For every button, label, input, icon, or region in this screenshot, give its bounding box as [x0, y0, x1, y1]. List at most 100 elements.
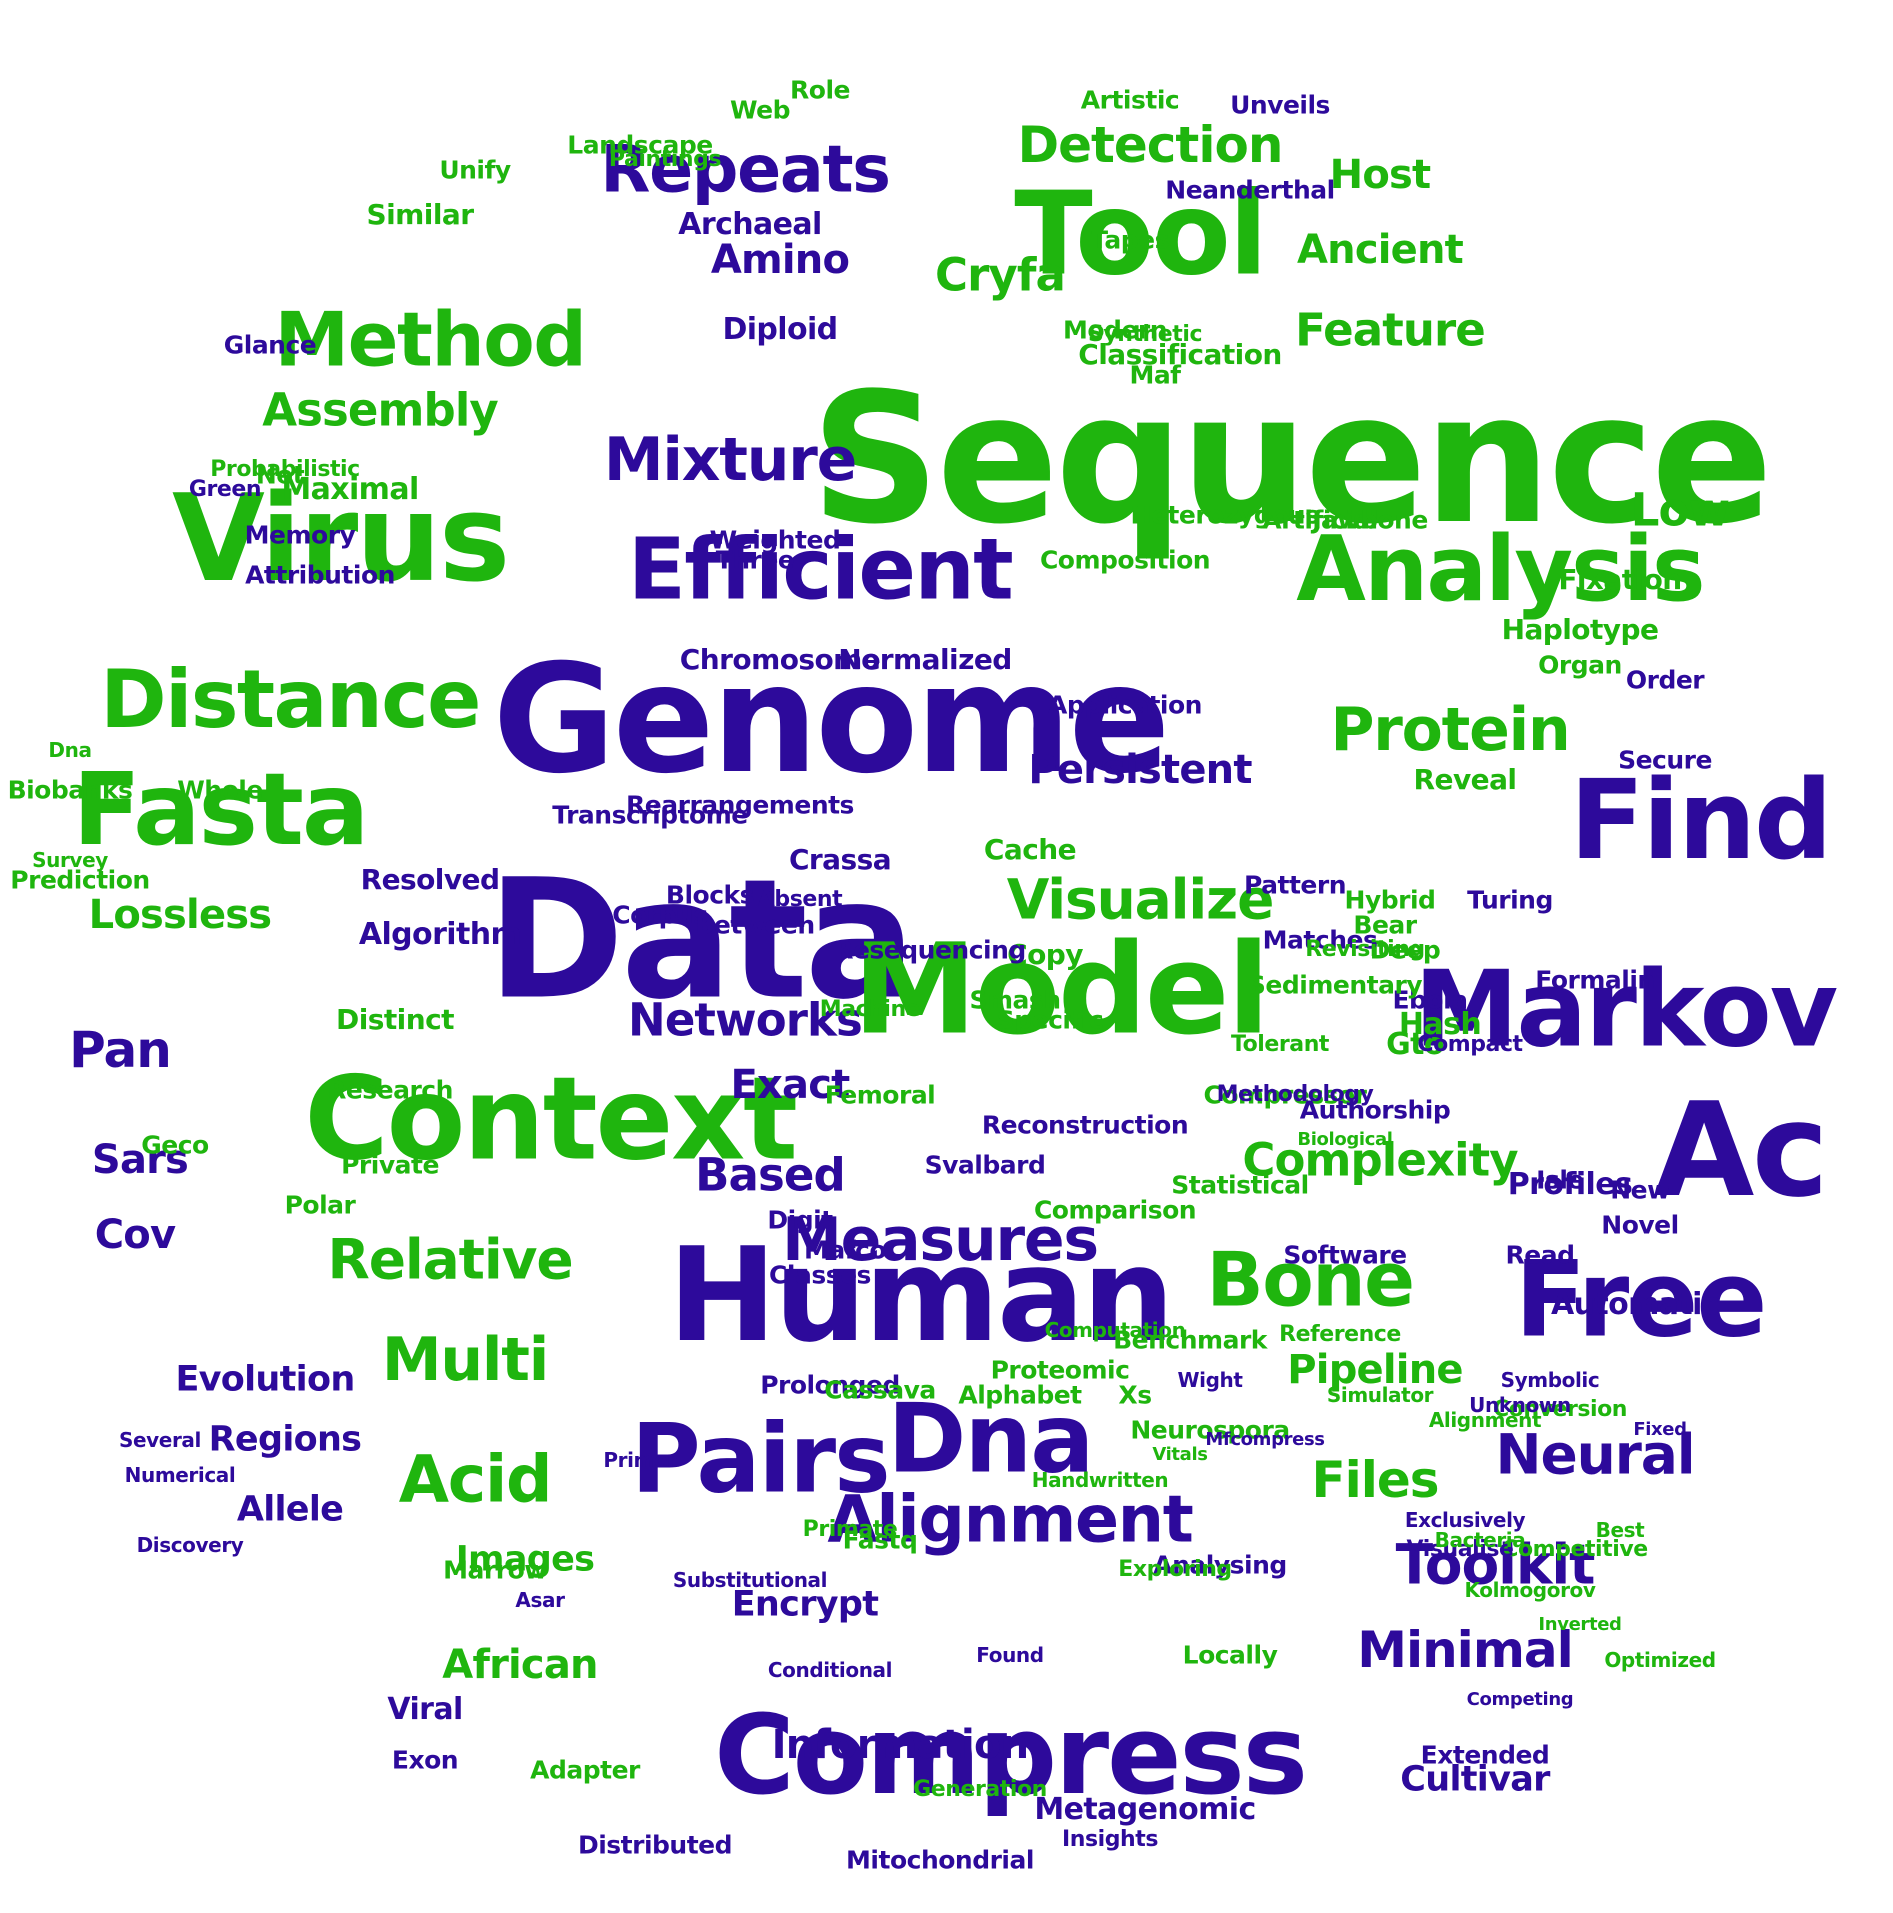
- cloud-word: Pipeline: [1287, 1347, 1463, 1393]
- cloud-word: Repeats: [600, 132, 891, 208]
- cloud-word: Pattern: [1243, 870, 1347, 900]
- cloud-word: Weighted: [709, 525, 841, 555]
- cloud-word: Cache: [983, 833, 1077, 866]
- cloud-word: Human: [667, 1219, 1175, 1371]
- cloud-word: Between: [695, 910, 815, 940]
- cloud-word: Artificial: [1262, 505, 1378, 535]
- cloud-word: Competing: [1466, 1689, 1574, 1710]
- cloud-word: Complexity: [1242, 1133, 1518, 1187]
- cloud-word: Private: [341, 1150, 439, 1180]
- cloud-word: Prolonged: [760, 1370, 900, 1400]
- cloud-word: Exon: [391, 1745, 459, 1775]
- cloud-word: Glance: [223, 330, 317, 360]
- cloud-word: Artistic: [1080, 85, 1180, 115]
- cloud-word: Images: [455, 1539, 595, 1580]
- cloud-word: Svalbard: [924, 1150, 1046, 1180]
- cloud-word: Rearrangements: [626, 790, 854, 820]
- cloud-word: Ac: [1653, 1074, 1829, 1226]
- cloud-word: Deep: [1369, 935, 1441, 965]
- cloud-word: Allele: [236, 1489, 344, 1530]
- cloud-word: Conditional: [767, 1658, 893, 1682]
- cloud-word: Encrypt: [731, 1584, 879, 1625]
- cloud-word: Crassa: [788, 843, 892, 876]
- cloud-word: Lossless: [88, 892, 272, 938]
- cloud-word: Bone: [1206, 1235, 1415, 1324]
- cloud-word: Statistical: [1171, 1170, 1309, 1200]
- cloud-word: Proteomic: [990, 1355, 1130, 1385]
- cloud-word: Handwritten: [1031, 1468, 1169, 1492]
- cloud-word: Discovery: [136, 1533, 244, 1557]
- cloud-word: Cultivar: [1400, 1759, 1550, 1800]
- cloud-word: Whole: [177, 775, 263, 805]
- cloud-word: Tool: [1014, 167, 1268, 302]
- cloud-word: Neurospora: [1130, 1415, 1290, 1445]
- cloud-word: Model: [852, 917, 1270, 1063]
- cloud-word: Comparison: [1033, 1195, 1197, 1225]
- cloud-word: Web: [729, 95, 791, 125]
- cloud-word: Extended: [1420, 1740, 1550, 1770]
- cloud-word: Analysing: [1153, 1550, 1287, 1580]
- cloud-word: Cov: [94, 1212, 176, 1258]
- cloud-word: Dna: [887, 1384, 1095, 1495]
- cloud-word: Adapter: [530, 1755, 640, 1785]
- cloud-word: Cryfa: [935, 248, 1066, 302]
- cloud-word: Matches: [1262, 925, 1378, 955]
- cloud-word: Gto: [1386, 1027, 1444, 1062]
- cloud-word: Sars: [91, 1137, 189, 1183]
- cloud-word: Numerical: [124, 1463, 236, 1487]
- cloud-word: Authorship: [1299, 1095, 1451, 1125]
- cloud-word: Automatic: [1550, 1287, 1720, 1322]
- cloud-word: Classification: [1078, 338, 1282, 371]
- cloud-word: Read: [1505, 1240, 1575, 1270]
- cloud-word: Compress: [714, 1691, 1308, 1819]
- cloud-word: Absent: [757, 887, 843, 912]
- cloud-word: Survey: [32, 848, 108, 872]
- cloud-word: Compressor: [1203, 1080, 1367, 1110]
- cloud-word: Chromosome: [679, 643, 881, 676]
- cloud-word: Order: [1625, 665, 1705, 695]
- cloud-word: Bacteria: [1434, 1528, 1526, 1552]
- cloud-word: Vitals: [1152, 1444, 1208, 1465]
- cloud-word: Digit: [767, 1205, 833, 1235]
- cloud-word: Visualize: [1006, 867, 1275, 932]
- cloud-word: Files: [1311, 1451, 1439, 1509]
- cloud-word: Resequencing: [834, 935, 1026, 965]
- cloud-word: Tolerant: [1230, 1032, 1330, 1057]
- cloud-word: Femoral: [824, 1080, 936, 1110]
- cloud-word: Mfcompress: [1205, 1429, 1325, 1450]
- cloud-word: Diploid: [722, 312, 838, 347]
- cloud-word: Reconstruction: [981, 1110, 1189, 1140]
- cloud-word: Role: [790, 75, 850, 105]
- cloud-word: Substitutional: [672, 1568, 828, 1592]
- cloud-word: Turing: [1467, 885, 1553, 915]
- cloud-word: Alignment: [1428, 1408, 1542, 1432]
- cloud-word: Smash: [969, 985, 1061, 1015]
- cloud-word: Feature: [1295, 303, 1486, 357]
- cloud-word: Ebola: [1392, 985, 1468, 1015]
- cloud-word: Competitive: [1502, 1537, 1648, 1562]
- cloud-word: Fixation: [1558, 563, 1682, 596]
- cloud-word: Assembly: [262, 383, 498, 437]
- cloud-word: Reference: [1279, 1322, 1401, 1347]
- cloud-word: Fastq: [842, 1525, 918, 1555]
- cloud-word: Green: [188, 477, 262, 502]
- cloud-word: Paintings: [608, 147, 722, 172]
- cloud-word: Amino: [710, 237, 850, 283]
- cloud-word: Pan: [69, 1021, 172, 1079]
- cloud-word: Data: [487, 843, 916, 1036]
- cloud-word: Acid: [398, 1442, 553, 1518]
- cloud-word: Fixed: [1633, 1419, 1687, 1440]
- cloud-word: Method: [274, 295, 587, 384]
- cloud-word: Probabilistic: [210, 457, 360, 482]
- cloud-word: Composition: [1039, 545, 1211, 575]
- cloud-word: Wight: [1177, 1368, 1243, 1392]
- cloud-word: Exploring: [1118, 1557, 1232, 1582]
- cloud-word: Kolmogorov: [1464, 1578, 1596, 1602]
- cloud-word: Specific: [996, 1005, 1104, 1035]
- cloud-word: Haplotype: [1501, 613, 1659, 646]
- cloud-word: Exact: [730, 1062, 851, 1108]
- cloud-word: African: [442, 1642, 598, 1688]
- cloud-word: Locally: [1182, 1640, 1278, 1670]
- cloud-word: Methodology: [1216, 1082, 1374, 1107]
